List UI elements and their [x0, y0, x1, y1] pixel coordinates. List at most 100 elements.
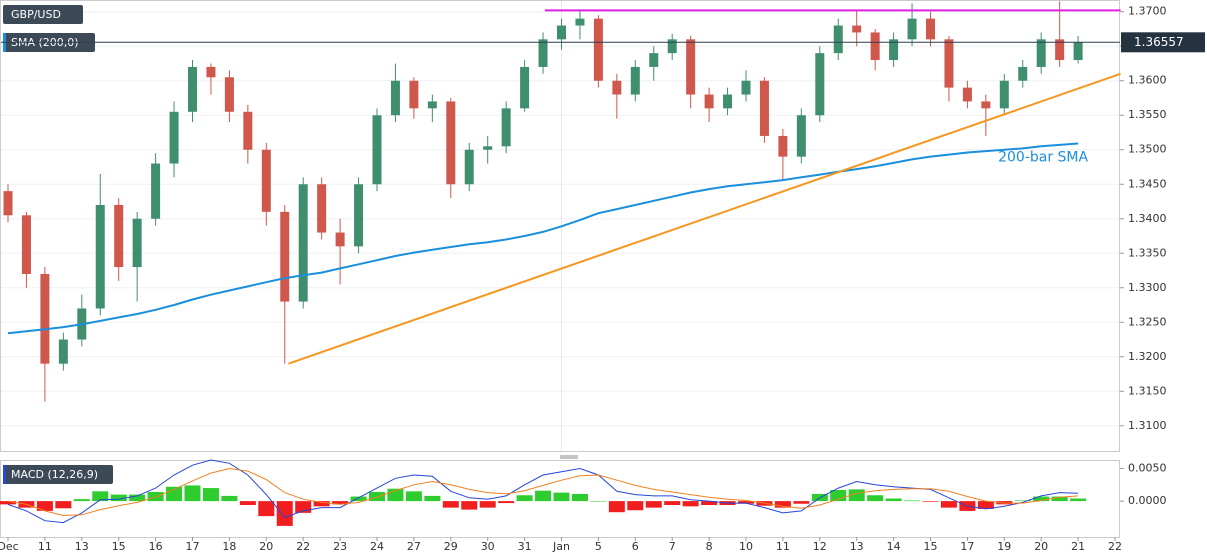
macd-histogram-bar — [405, 491, 422, 502]
candle-body — [852, 25, 862, 33]
title-accent — [3, 465, 6, 484]
candle-body — [575, 18, 585, 26]
candle-body — [704, 94, 714, 109]
candle-body — [833, 25, 843, 54]
macd-histogram-bar — [424, 495, 441, 502]
candle-body — [520, 66, 530, 109]
candle-body — [538, 39, 548, 67]
x-tick-label: 23 — [333, 540, 347, 553]
candle-body — [1018, 66, 1028, 81]
candle-body — [870, 32, 880, 61]
last-price-label: 1.36557 — [1134, 35, 1184, 49]
candle-body — [354, 184, 364, 247]
sma-annotation: 200-bar SMA — [998, 150, 1088, 166]
candle-body — [261, 149, 271, 212]
macd-histogram-bar — [498, 501, 515, 504]
candle-body — [926, 18, 935, 40]
x-tick-label: 19 — [997, 540, 1011, 553]
candle-body — [889, 39, 899, 61]
macd-histogram-bar — [774, 501, 791, 508]
macd-histogram-bar — [239, 501, 256, 506]
candle-body — [280, 211, 290, 302]
candle-body — [390, 80, 400, 116]
candle-body — [612, 80, 622, 95]
candle-body — [317, 184, 327, 233]
x-tick-label: 21 — [1071, 540, 1085, 553]
macd-histogram-bar — [295, 501, 312, 513]
candle-body — [907, 18, 917, 40]
candle-body — [815, 53, 825, 116]
x-tick-label: 27 — [407, 540, 421, 553]
candle-body — [778, 135, 788, 157]
x-tick-label: 31 — [518, 540, 532, 553]
x-tick-label: 20 — [1034, 540, 1048, 553]
macd-histogram-bar — [184, 485, 201, 502]
macd-histogram-bar — [461, 501, 478, 510]
macd-histogram-bar — [313, 501, 330, 507]
x-tick-label: 5 — [595, 540, 602, 553]
x-tick-label: 22 — [296, 540, 310, 553]
y-tick-label: 1.3450 — [1128, 177, 1167, 190]
candle-body — [206, 66, 216, 78]
y-tick-label: 1.3200 — [1128, 350, 1167, 363]
macd-histogram-bar — [1033, 496, 1050, 502]
candle-body — [962, 87, 972, 102]
candle-body — [114, 204, 124, 268]
candle-body — [759, 80, 769, 136]
candle-body — [741, 80, 751, 95]
candle-body — [1073, 42, 1083, 61]
last-price-box — [1121, 32, 1205, 53]
x-tick-label: 30 — [481, 540, 495, 553]
trend-line — [288, 72, 1121, 365]
x-tick-label: 13 — [75, 540, 89, 553]
macd-histogram-bar — [36, 501, 53, 511]
x-tick-label: 18 — [222, 540, 236, 553]
candle-body — [557, 25, 566, 40]
macd-histogram-bar — [221, 495, 238, 502]
candle-body — [501, 108, 511, 147]
candle-body — [95, 204, 105, 309]
x-tick-label: 15 — [112, 540, 126, 553]
y-tick-label: 0.0050 — [1128, 461, 1167, 474]
candle-body — [981, 101, 991, 109]
macd-histogram-bar — [608, 501, 625, 513]
macd-histogram-bar — [940, 501, 957, 508]
x-tick-label: Dec — [0, 540, 19, 553]
candle-body — [483, 146, 493, 150]
candle-body — [169, 111, 179, 164]
macd-histogram-bar — [830, 490, 847, 502]
candle-body — [630, 66, 640, 95]
candle-body — [151, 163, 161, 219]
macd-histogram-bar — [1070, 498, 1087, 502]
x-tick-label: 24 — [370, 540, 384, 553]
candle-body — [1055, 39, 1065, 61]
macd-histogram-bar — [129, 494, 146, 502]
candle-body — [409, 80, 419, 109]
x-tick-label: 6 — [632, 540, 639, 553]
macd-histogram-bar — [701, 501, 718, 506]
macd-histogram-bar — [664, 501, 681, 506]
y-tick-label: 1.3600 — [1128, 74, 1167, 87]
macd-histogram-bar — [553, 492, 570, 502]
candle-body — [667, 39, 677, 54]
y-tick-label: 1.3550 — [1128, 108, 1167, 121]
candle-body — [686, 39, 696, 95]
candle-body — [132, 218, 142, 268]
candle-body — [40, 273, 50, 364]
macd-histogram-bar — [535, 490, 552, 502]
x-tick-label: 8 — [706, 540, 713, 553]
y-tick-label: 1.3300 — [1128, 281, 1167, 294]
x-tick-label: 10 — [739, 540, 753, 553]
candle-body — [593, 18, 603, 81]
x-tick-label: 11 — [776, 540, 790, 553]
macd-histogram-bar — [350, 496, 367, 502]
macd-histogram-bar — [332, 501, 349, 505]
macd-histogram-bar — [645, 501, 662, 508]
candle-body — [999, 80, 1009, 109]
macd-histogram-bar — [0, 501, 16, 505]
macd-histogram-bar — [571, 493, 588, 502]
macd-histogram-bar — [369, 491, 385, 502]
macd-histogram-bar — [885, 498, 902, 502]
macd-histogram-bar — [590, 501, 607, 502]
